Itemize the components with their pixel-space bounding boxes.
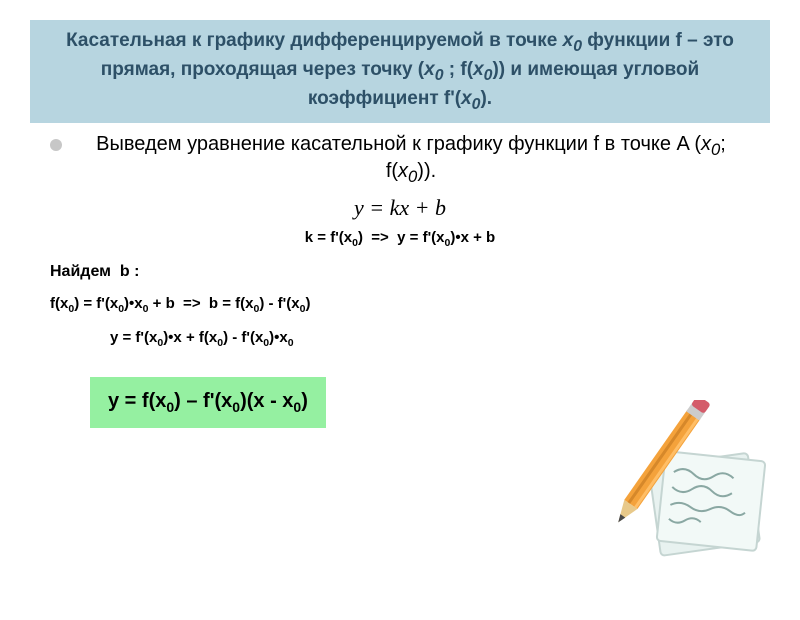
title-box: Касательная к графику дифференцируемой в… <box>30 20 770 123</box>
title-text: Касательная к графику дифференцируемой в… <box>66 30 734 109</box>
intro-text: Выведем уравнение касательной к графику … <box>72 133 750 187</box>
pencil-paper-icon <box>600 400 780 580</box>
intro-line: Выведем уравнение касательной к графику … <box>50 133 750 187</box>
bullet-icon <box>50 139 62 151</box>
find-b-label: Найдем b : <box>50 263 750 281</box>
eq-b: f(x0) = f'(x0)•x0 + b => b = f(x0) - f'(… <box>50 295 750 315</box>
eq-k: k = f'(x0) => y = f'(x0)•x + b <box>50 229 750 249</box>
result-box: y = f(x0) – f'(x0)(x - x0) <box>90 377 326 428</box>
eq-linear: y = kx + b <box>50 195 750 221</box>
content-area: Выведем уравнение касательной к графику … <box>0 133 800 428</box>
eq-y: y = f'(x0)•x + f(x0) - f'(x0)•x0 <box>110 329 750 349</box>
